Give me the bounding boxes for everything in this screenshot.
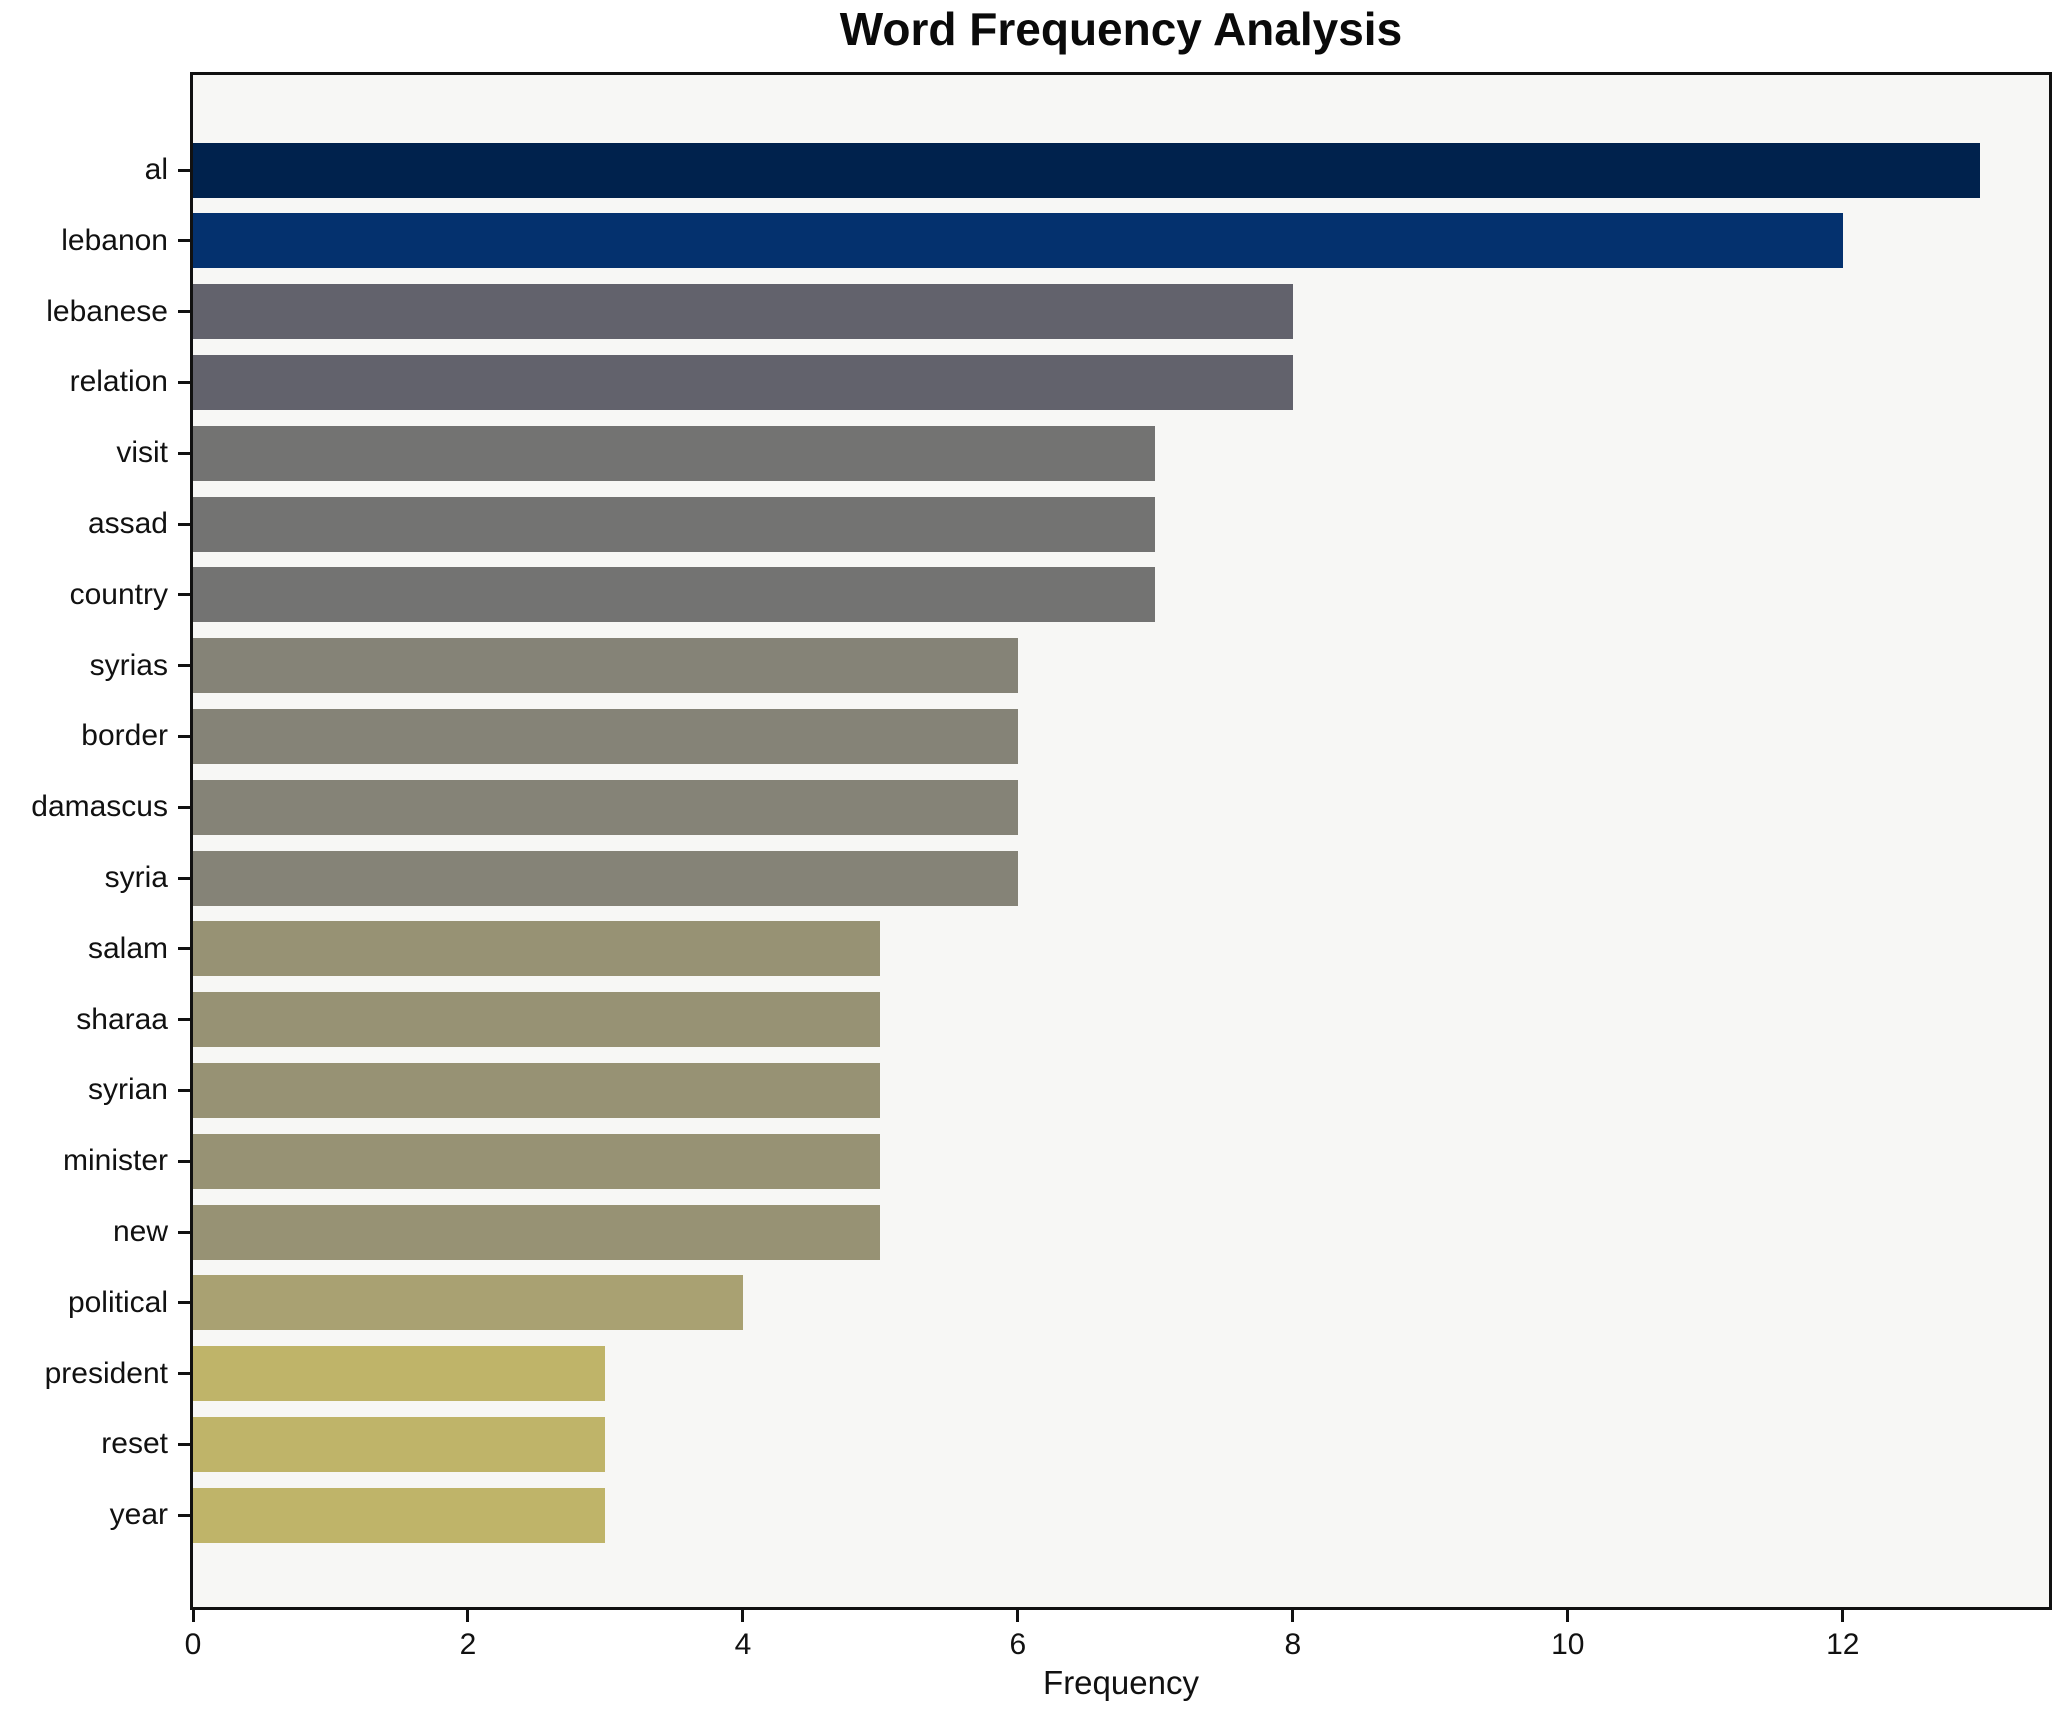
bar-reset — [193, 1416, 606, 1472]
bar-sharaa — [193, 992, 881, 1048]
y-tick-label-reset: reset — [101, 1427, 168, 1461]
x-tick-mark — [1016, 1610, 1020, 1622]
bar-minister — [193, 1133, 881, 1189]
y-tick-label-lebanon: lebanon — [61, 223, 168, 257]
bar-president — [193, 1346, 606, 1402]
x-tick-label-4: 4 — [734, 1628, 752, 1661]
y-tick-label-country: country — [69, 577, 168, 611]
x-tick-label-12: 12 — [1826, 1628, 1860, 1661]
bar-political — [193, 1275, 743, 1331]
y-tick-mark — [178, 876, 190, 880]
x-tick-mark — [466, 1610, 470, 1622]
bar-border — [193, 708, 1018, 764]
y-tick-mark — [178, 947, 190, 951]
y-tick-label-year: year — [109, 1498, 168, 1532]
y-tick-label-salam: salam — [87, 931, 168, 965]
x-tick-label-0: 0 — [184, 1628, 202, 1661]
bar-syrian — [193, 1062, 881, 1118]
y-tick-mark — [178, 1088, 190, 1092]
bar-damascus — [193, 779, 1018, 835]
y-tick-mark — [178, 1301, 190, 1305]
y-tick-label-syria: syria — [104, 861, 168, 894]
y-tick-label-al: al — [144, 153, 168, 186]
x-tick-mark — [741, 1610, 745, 1622]
bar-relation — [193, 354, 1293, 410]
bar-al — [193, 142, 1981, 198]
y-tick-mark — [178, 310, 190, 314]
y-tick-label-new: new — [112, 1215, 168, 1248]
y-tick-mark — [178, 168, 190, 172]
bar-year — [193, 1487, 606, 1543]
chart-title: Word Frequency Analysis — [839, 3, 1403, 55]
y-tick-mark — [178, 664, 190, 668]
y-tick-mark — [178, 1230, 190, 1234]
y-tick-mark — [178, 1018, 190, 1022]
y-tick-label-border: border — [81, 719, 168, 753]
y-tick-mark — [178, 593, 190, 597]
y-tick-mark — [178, 1442, 190, 1446]
y-tick-mark — [178, 1159, 190, 1163]
bar-country — [193, 567, 1156, 623]
x-tick-label-2: 2 — [459, 1628, 477, 1661]
x-tick-mark — [1566, 1610, 1570, 1622]
y-tick-mark — [178, 451, 190, 455]
x-tick-mark — [1291, 1610, 1295, 1622]
y-tick-label-minister: minister — [62, 1144, 168, 1178]
plot-area — [190, 72, 2052, 1610]
y-tick-label-relation: relation — [69, 365, 168, 399]
y-tick-label-visit: visit — [116, 436, 168, 470]
y-tick-mark — [178, 522, 190, 526]
y-tick-label-political: political — [67, 1285, 168, 1319]
bar-lebanon — [193, 213, 1843, 269]
y-tick-mark — [178, 239, 190, 243]
y-tick-mark — [178, 380, 190, 384]
y-tick-label-sharaa: sharaa — [76, 1002, 168, 1036]
bar-syrias — [193, 638, 1018, 694]
y-tick-mark — [178, 734, 190, 738]
bar-new — [193, 1204, 881, 1260]
bar-salam — [193, 921, 881, 977]
bar-visit — [193, 425, 1156, 481]
x-tick-mark — [191, 1610, 195, 1622]
bar-syria — [193, 850, 1018, 906]
bar-assad — [193, 496, 1156, 552]
y-tick-mark — [178, 1372, 190, 1376]
y-tick-label-lebanese: lebanese — [46, 294, 168, 328]
x-tick-label-8: 8 — [1284, 1628, 1302, 1661]
y-tick-label-president: president — [44, 1356, 168, 1390]
bar-lebanese — [193, 284, 1293, 340]
y-tick-mark — [178, 1513, 190, 1517]
y-tick-label-syrian: syrian — [87, 1073, 168, 1107]
x-axis-label: Frequency — [1043, 1664, 1199, 1701]
y-tick-label-syrias: syrias — [89, 648, 168, 682]
y-tick-label-assad: assad — [87, 507, 168, 540]
y-tick-mark — [178, 805, 190, 809]
x-tick-label-10: 10 — [1551, 1628, 1585, 1661]
x-tick-label-6: 6 — [1009, 1628, 1027, 1661]
y-tick-label-damascus: damascus — [31, 790, 168, 824]
x-tick-mark — [1841, 1610, 1845, 1622]
